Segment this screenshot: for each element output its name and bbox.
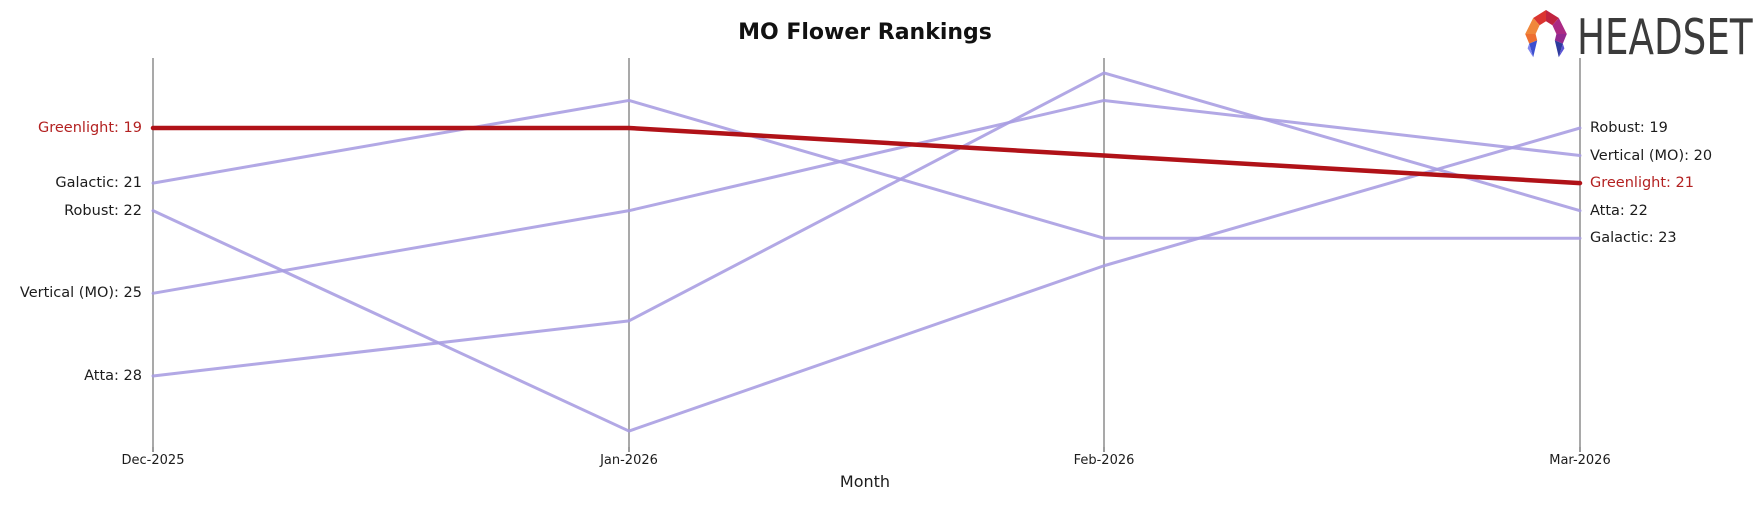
end-label-galactic: Galactic: 23	[1590, 230, 1677, 247]
series-line-greenlight	[150, 125, 1583, 186]
headset-faceted-arc-logo-icon	[1525, 10, 1567, 58]
end-label-vertical-mo-: Vertical (MO): 20	[1590, 147, 1713, 164]
series-line-atta	[151, 71, 1582, 378]
end-label-robust: Robust: 19	[1590, 120, 1668, 136]
headset-logo-text: HEADSET	[1577, 9, 1753, 66]
x-tick-label-Feb-2026: Feb-2026	[1073, 453, 1135, 468]
headset-logo: HEADSET	[1520, 2, 1760, 64]
series-line-vertical-mo-	[151, 98, 1582, 295]
chart-title: MO Flower Rankings	[738, 20, 992, 45]
end-label-atta: Atta: 22	[1590, 202, 1648, 219]
x-axis-title: Month	[839, 472, 891, 491]
x-tick-label-Jan-2026: Jan-2026	[600, 453, 658, 468]
series-line-galactic	[151, 98, 1582, 240]
x-tick-label-Mar-2026: Mar-2026	[1549, 453, 1611, 468]
start-label-atta: Atta: 28	[84, 367, 142, 384]
start-label-galactic: Galactic: 21	[55, 175, 142, 192]
start-label-greenlight: Greenlight: 19	[38, 120, 142, 136]
x-tick-label-Dec-2025: Dec-2025	[121, 453, 185, 468]
end-label-greenlight: Greenlight: 21	[1590, 175, 1694, 192]
series-line-robust	[151, 126, 1582, 433]
start-label-robust: Robust: 22	[64, 202, 142, 219]
start-label-vertical-mo-: Vertical (MO): 25	[19, 285, 142, 302]
